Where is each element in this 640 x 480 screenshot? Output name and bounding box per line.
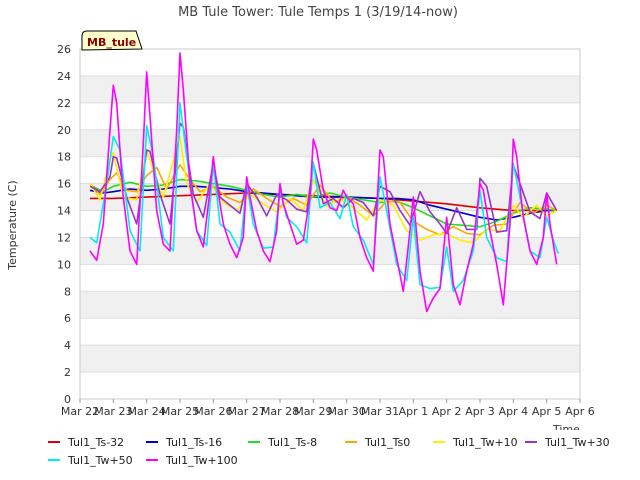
x-tick-label: Mar 26 [194,405,232,418]
x-tick-label: Mar 29 [294,405,332,418]
y-tick-label: 6 [64,312,71,325]
chart-title: MB Tule Tower: Tule Temps 1 (3/19/14-now… [178,5,458,20]
plot-band [80,345,580,373]
plot-band [80,156,580,184]
y-tick-label: 4 [64,339,71,352]
x-tick-label: Mar 23 [94,405,132,418]
plot-band [80,102,580,130]
x-axis-label-clip: Time [552,423,580,436]
x-tick-label: Apr 2 [432,405,462,418]
y-tick-label: 0 [64,393,71,406]
y-tick-label: 18 [57,151,71,164]
y-tick-label: 26 [57,43,71,56]
legend-label-tul1-tw-50: Tul1_Tw+50 [67,454,133,467]
legend-label-tul1-ts-8: Tul1_Ts-8 [267,436,317,449]
plot-band [80,291,580,319]
x-tick-label: Mar 31 [361,405,399,418]
legend-label-tul1-tw-30: Tul1_Tw+30 [544,436,610,449]
y-tick-label: 16 [57,178,71,191]
x-tick-label: Mar 22 [61,405,99,418]
x-tick-label: Mar 30 [328,405,366,418]
plot-frame [79,48,581,400]
series-line-tul1-tw-100 [89,52,558,313]
legend-label-tul1-ts-32: Tul1_Ts-32 [67,436,124,449]
plot-band [80,129,580,157]
y-tick-label: 12 [57,231,71,244]
x-tick-label: Apr 1 [399,405,429,418]
y-tick-label: 8 [64,285,71,298]
x-tick-label: Apr 4 [499,405,529,418]
x-tick-label: Mar 28 [261,405,299,418]
station-badge: MB_tule [81,30,143,51]
x-axis-label: Time [552,423,580,436]
x-tick-label: Mar 25 [161,405,199,418]
x-tick-label: Mar 24 [128,405,166,418]
series-line-tul1-tw-50 [89,102,560,293]
y-tick-label: 14 [57,205,71,218]
x-tick-label: Apr 6 [565,405,595,418]
legend-label-tul1-tw-100: Tul1_Tw+100 [165,454,238,467]
legend: Tul1_Ts-32 Tul1_Ts-16 Tul1_Ts-8 Tul1_Ts0 Tul… [48,436,610,467]
y-tick-label: 22 [57,97,71,110]
legend-label-tul1-ts0: Tul1_Ts0 [364,436,410,449]
plot-band [80,49,580,76]
badge-box [81,30,143,51]
plot-band [80,75,580,103]
plot-band [80,318,580,346]
legend-label-tul1-ts-16: Tul1_Ts-16 [165,436,222,449]
series-lines [89,52,560,313]
x-tick-label: Apr 5 [532,405,562,418]
x-tick-label: Mar 27 [228,405,266,418]
y-axis-label: Temperature (C) [6,180,19,270]
badge-label: MB_tule [87,36,136,49]
y-tick-label: 10 [57,258,71,271]
y-tick-label: 24 [57,70,71,83]
y-tick-label: 20 [57,124,71,137]
series-line-tul1-tw-30 [89,122,558,235]
plot-band [80,372,580,399]
y-tick-label: 2 [64,366,71,379]
legend-label-tul1-tw-10: Tul1_Tw+10 [452,436,518,449]
x-tick-label: Apr 3 [465,405,495,418]
